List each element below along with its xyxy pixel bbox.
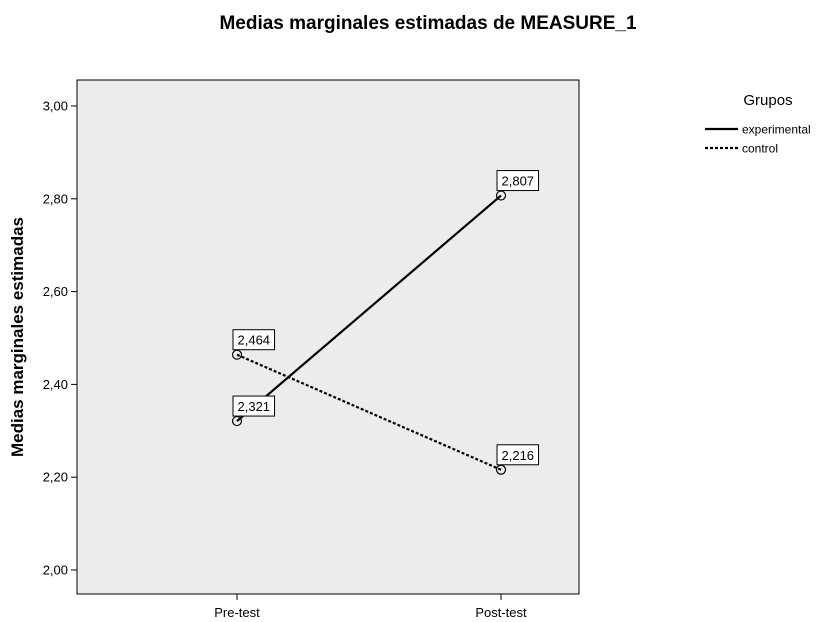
data-labels: 2,321 2,807 2,464 2,216 [232,170,540,466]
data-label-text: 2,464 [238,333,271,348]
legend-label-control: control [742,142,778,156]
series-line-experimental [236,194,502,422]
data-label-experimental: 2,321 [232,395,276,417]
data-label-text: 2,321 [238,399,271,414]
data-label-control: 2,464 [232,329,276,351]
y-tick-label: 2,80 [43,191,68,206]
y-tick-label: 2,00 [43,563,68,578]
y-tick-label: 3,00 [43,99,68,114]
legend: Grupos experimental control [705,92,811,156]
data-label-control: 2,216 [496,444,540,466]
x-axis: Pre-test Post-test [214,594,527,620]
data-label-text: 2,807 [502,174,535,189]
plot-area [76,79,580,595]
data-label-text: 2,216 [502,448,535,463]
data-label-box [496,444,540,466]
y-axis: 2,00 2,20 2,40 2,60 2,80 3,00 [43,99,77,578]
legend-title: Grupos [743,92,792,109]
y-axis-label: Medias marginales estimadas [8,217,27,457]
y-tick-label: 2,40 [43,377,68,392]
data-label-box [232,395,276,417]
data-label-box [232,329,276,351]
y-tick-label: 2,60 [43,284,68,299]
x-tick-label: Post-test [475,605,527,620]
legend-label-experimental: experimental [742,123,811,137]
data-label-box [496,170,540,192]
series-line-control [236,353,502,471]
chart-title: Medias marginales estimadas de MEASURE_1 [219,13,637,34]
y-tick-label: 2,20 [43,470,68,485]
data-label-experimental: 2,807 [496,170,540,192]
x-tick-label: Pre-test [214,605,260,620]
